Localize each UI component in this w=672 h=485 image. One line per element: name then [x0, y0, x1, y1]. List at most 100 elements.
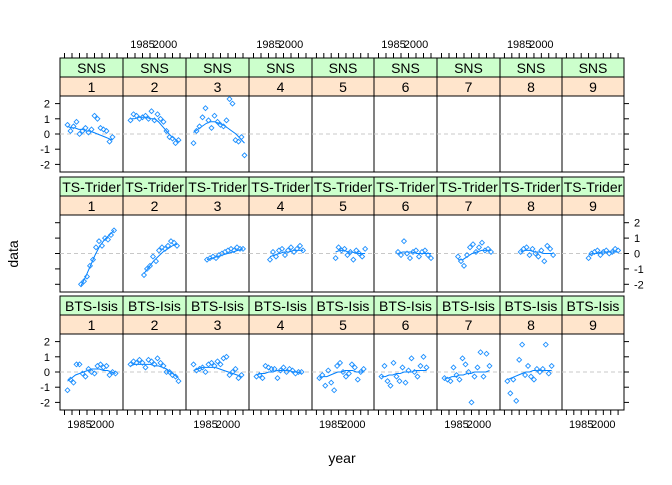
data-point	[538, 247, 545, 254]
data-point	[393, 373, 400, 380]
data-point	[463, 252, 471, 259]
data-point	[97, 124, 104, 131]
strip-index-label: 8	[527, 317, 535, 333]
panel-r3-c6: BTS-Isis 6	[373, 295, 438, 415]
data-point	[450, 364, 457, 371]
data-point	[293, 245, 301, 252]
data-point	[130, 111, 137, 118]
x-tick-label: 2000	[216, 419, 240, 431]
data-point	[223, 117, 230, 124]
data-point	[468, 399, 475, 406]
panel-r1-c5: SNS 5	[311, 53, 375, 173]
data-point	[166, 368, 173, 376]
data-point	[332, 255, 339, 262]
data-point	[154, 111, 161, 118]
data-point	[457, 258, 465, 265]
data-point	[339, 368, 347, 376]
data-point	[523, 244, 530, 251]
y-tick-label: -2	[40, 397, 50, 409]
data-point	[483, 350, 490, 357]
data-point	[83, 273, 91, 280]
strip-group-label: TS-Trider	[564, 179, 623, 195]
data-point	[357, 368, 364, 376]
data-point	[296, 242, 304, 249]
smooth-line	[381, 370, 427, 378]
data-point	[427, 255, 435, 262]
data-point	[104, 236, 112, 243]
y-tick-label: -1	[40, 382, 50, 394]
strip-index-label: 7	[465, 198, 473, 214]
data-point	[471, 373, 478, 380]
strip-group-label: BTS-Isis	[567, 298, 620, 314]
data-point	[214, 358, 221, 365]
strip-index-label: 9	[589, 79, 597, 95]
data-point	[517, 248, 524, 255]
strip-index-label: 7	[465, 79, 473, 95]
data-point	[381, 362, 388, 369]
data-point	[405, 367, 412, 374]
data-point	[274, 375, 281, 382]
y-tick-label: -1	[40, 144, 50, 156]
data-point	[319, 372, 326, 379]
data-point	[211, 362, 218, 369]
data-point	[550, 252, 557, 259]
data-point	[262, 362, 269, 369]
panel-r1-c7: SNS 7	[436, 53, 501, 173]
strip-group-label: SNS	[329, 60, 358, 76]
data-point	[541, 258, 548, 265]
strip-index-label: 6	[402, 317, 410, 333]
panel-r3-c7: BTS-Isis 7	[436, 295, 501, 415]
y-axis-title: data	[5, 240, 21, 267]
data-point	[223, 353, 230, 360]
data-point	[412, 247, 420, 254]
data-point	[127, 361, 134, 368]
data-point	[196, 123, 203, 130]
data-point	[284, 247, 292, 254]
data-point	[133, 359, 140, 366]
x-tick-label: 1985	[256, 39, 280, 51]
strip-index-label: 3	[214, 198, 222, 214]
strip-index-label: 3	[214, 79, 222, 95]
data-point	[529, 245, 536, 252]
panel-r2-c1: TS-Trider 1	[59, 176, 124, 293]
data-point	[334, 362, 341, 369]
data-point	[82, 373, 89, 380]
data-point	[259, 375, 266, 382]
data-point	[472, 248, 480, 255]
data-point	[402, 379, 409, 386]
data-point	[298, 368, 305, 376]
data-point	[67, 127, 74, 134]
strip-group-label: SNS	[454, 60, 483, 76]
strip-group-label: BTS-Isis	[379, 298, 432, 314]
data-point	[351, 364, 358, 371]
data-point	[190, 140, 197, 147]
data-point	[82, 124, 89, 131]
data-point	[387, 382, 394, 389]
data-point	[85, 129, 92, 136]
x-tick-label: 1985	[193, 419, 217, 431]
data-point	[233, 244, 241, 251]
data-point	[408, 355, 415, 362]
data-point	[603, 247, 610, 254]
data-point	[148, 108, 155, 115]
data-point	[76, 130, 83, 138]
data-point	[226, 372, 233, 379]
data-point	[535, 253, 542, 260]
data-point	[76, 361, 83, 368]
data-point	[211, 112, 218, 119]
data-point	[453, 372, 460, 379]
data-point	[86, 262, 94, 269]
data-point	[130, 358, 137, 365]
smooth-line	[143, 243, 178, 274]
panel-r2-c6: TS-Trider 6	[373, 176, 438, 293]
data-point	[460, 262, 468, 269]
data-point	[229, 368, 236, 376]
data-point	[175, 137, 182, 144]
x-tick-label: 1985	[381, 39, 405, 51]
data-point	[360, 365, 367, 372]
data-point	[359, 253, 366, 260]
data-point	[152, 258, 160, 265]
data-point	[103, 127, 110, 134]
y-tick-label: -2	[40, 159, 50, 171]
data-point	[88, 368, 95, 376]
